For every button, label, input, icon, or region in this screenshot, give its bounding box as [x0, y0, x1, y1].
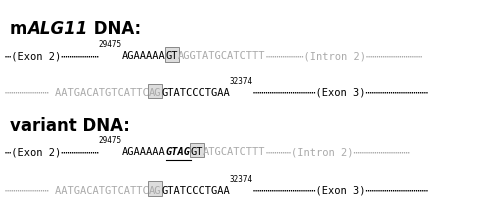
Text: 32374: 32374 — [230, 174, 253, 183]
Text: ⋯⋯⋯⋯⋯⋯⋯⋯⋯⋯(Exon 3)⋯⋯⋯⋯⋯⋯⋯⋯⋯⋯: ⋯⋯⋯⋯⋯⋯⋯⋯⋯⋯(Exon 3)⋯⋯⋯⋯⋯⋯⋯⋯⋯⋯ — [253, 186, 428, 196]
Text: ⋯⋯⋯⋯⋯⋯⋯⋯⋯⋯(Exon 3)⋯⋯⋯⋯⋯⋯⋯⋯⋯⋯: ⋯⋯⋯⋯⋯⋯⋯⋯⋯⋯(Exon 3)⋯⋯⋯⋯⋯⋯⋯⋯⋯⋯ — [253, 88, 428, 98]
Text: 32374: 32374 — [230, 77, 253, 86]
Text: AG: AG — [149, 186, 161, 196]
Text: ⋯(Exon 2)⋯⋯⋯⋯⋯⋯: ⋯(Exon 2)⋯⋯⋯⋯⋯⋯ — [5, 147, 99, 157]
Bar — [148, 84, 162, 98]
Text: ⋯⋯⋯⋯⋯⋯⋯ AATGACATGTCATTC: ⋯⋯⋯⋯⋯⋯⋯ AATGACATGTCATTC — [5, 186, 149, 196]
Text: AGGTATGCATCTTT: AGGTATGCATCTTT — [178, 51, 266, 61]
Text: GTAG: GTAG — [166, 147, 190, 157]
Text: GT: GT — [190, 147, 203, 157]
Text: 29475: 29475 — [99, 136, 122, 145]
Text: GTATCCCTGAA: GTATCCCTGAA — [161, 88, 230, 98]
Text: ⋯⋯⋯⋯(Intron 2)⋯⋯⋯⋯⋯⋯⋯⋯⋯: ⋯⋯⋯⋯(Intron 2)⋯⋯⋯⋯⋯⋯⋯⋯⋯ — [266, 147, 410, 157]
Text: ⋯⋯⋯⋯⋯⋯(Intron 2)⋯⋯⋯⋯⋯⋯⋯⋯⋯: ⋯⋯⋯⋯⋯⋯(Intron 2)⋯⋯⋯⋯⋯⋯⋯⋯⋯ — [266, 51, 422, 61]
Text: ATGCATCTTT: ATGCATCTTT — [203, 147, 266, 157]
Text: ⋯⋯⋯⋯⋯⋯⋯ AATGACATGTCATTC: ⋯⋯⋯⋯⋯⋯⋯ AATGACATGTCATTC — [5, 88, 149, 98]
Text: DNA:: DNA: — [88, 20, 141, 38]
Text: GTATCCCTGAA: GTATCCCTGAA — [161, 186, 230, 196]
Text: AGAAAAA: AGAAAAA — [122, 51, 166, 61]
Bar — [148, 182, 162, 196]
Bar — [190, 143, 204, 157]
Bar — [164, 47, 179, 62]
Text: ALG11: ALG11 — [28, 20, 88, 38]
Text: 29475: 29475 — [99, 40, 122, 49]
Text: m: m — [10, 20, 28, 38]
Text: AG: AG — [149, 88, 161, 98]
Text: variant DNA:: variant DNA: — [10, 117, 130, 135]
Text: ⋯(Exon 2)⋯⋯⋯⋯⋯⋯: ⋯(Exon 2)⋯⋯⋯⋯⋯⋯ — [5, 51, 99, 61]
Text: AGAAAAA: AGAAAAA — [122, 147, 166, 157]
Text: GT: GT — [166, 51, 178, 61]
